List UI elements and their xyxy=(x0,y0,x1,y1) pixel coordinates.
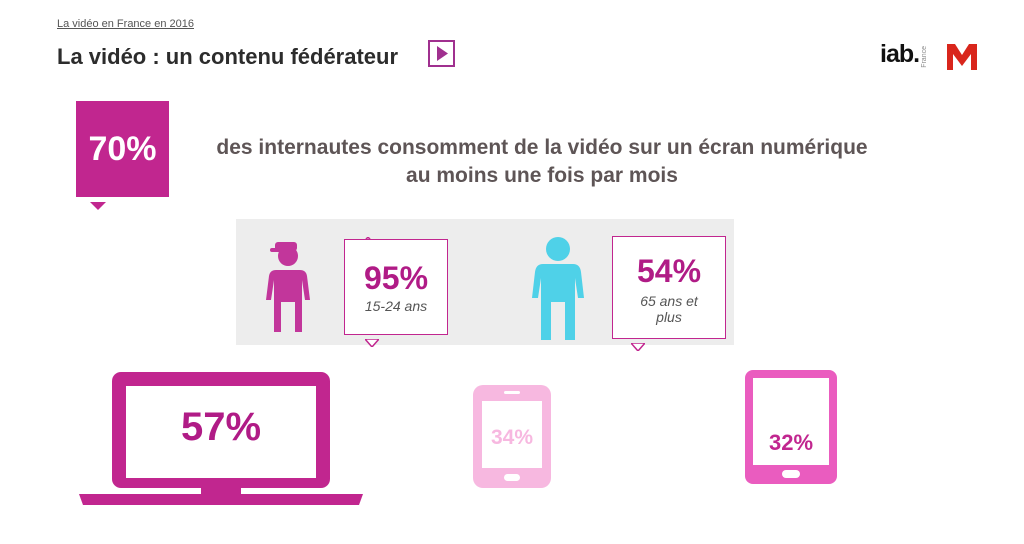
young-percent: 95% xyxy=(363,260,429,296)
young-label: 15-24 ans xyxy=(364,298,428,314)
young-box-tail xyxy=(363,334,381,352)
laptop-icon xyxy=(79,372,363,510)
mediametrie-logo xyxy=(945,42,979,77)
iab-logo-sub: France xyxy=(921,46,928,68)
main-headline: des internautes consomment de la vidéo s… xyxy=(216,136,868,187)
laptop-percent: 57% xyxy=(180,405,262,449)
main-percent-badge: 70% xyxy=(76,101,169,197)
senior-percent: 54% xyxy=(636,253,702,289)
senior-box-tail xyxy=(629,338,647,356)
badge-notch-bottom xyxy=(90,197,106,215)
young-person-icon xyxy=(266,240,316,339)
senior-stat-box: 54% 65 ans et plus xyxy=(612,236,726,339)
page-title: La vidéo : un contenu fédérateur xyxy=(57,44,399,69)
senior-person-icon xyxy=(530,236,586,347)
tablet-icon xyxy=(745,370,837,489)
iab-logo: iab. xyxy=(880,40,920,68)
smartphone-icon xyxy=(473,385,551,493)
senior-label-2: plus xyxy=(656,309,682,325)
section-kicker: La vidéo en France en 2016 xyxy=(57,18,194,30)
young-stat-box: 95% 15-24 ans xyxy=(344,239,448,335)
tablet-percent: 32% xyxy=(768,430,814,455)
play-icon[interactable] xyxy=(428,40,455,67)
senior-label-1: 65 ans et xyxy=(640,293,698,309)
smartphone-percent: 34% xyxy=(490,426,534,449)
